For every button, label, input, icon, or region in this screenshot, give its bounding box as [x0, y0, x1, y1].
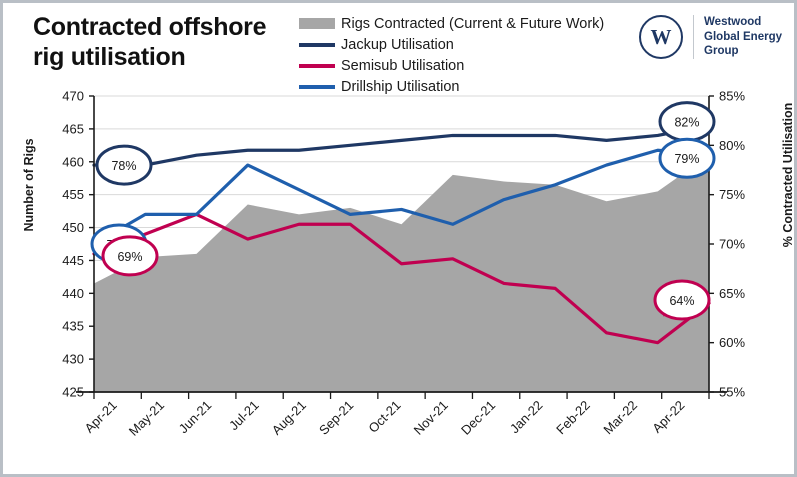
svg-text:64%: 64% — [669, 294, 694, 308]
svg-text:440: 440 — [62, 286, 84, 301]
legend-label: Jackup Utilisation — [341, 36, 454, 53]
legend-label: Rigs Contracted (Current & Future Work) — [341, 15, 605, 32]
svg-text:78%: 78% — [111, 159, 136, 173]
brand-name: Westwood Global Energy Group — [704, 16, 782, 58]
line-swatch-icon — [299, 42, 335, 47]
chart-legend: Rigs Contracted (Current & Future Work) … — [299, 13, 644, 97]
series-area-rigs-contracted — [94, 155, 709, 392]
area-swatch-icon — [299, 18, 335, 29]
svg-text:Nov-21: Nov-21 — [411, 398, 451, 438]
svg-text:470: 470 — [62, 89, 84, 104]
line-swatch-icon — [299, 63, 335, 68]
svg-text:Jan-22: Jan-22 — [507, 398, 546, 437]
page-title: Contracted offshore rig utilisation — [33, 13, 267, 71]
svg-text:430: 430 — [62, 352, 84, 367]
svg-text:69%: 69% — [117, 250, 142, 264]
svg-text:Jul-21: Jul-21 — [226, 398, 262, 434]
svg-text:70%: 70% — [719, 237, 745, 252]
svg-text:79%: 79% — [674, 152, 699, 166]
legend-item-rigs-contracted: Rigs Contracted (Current & Future Work) — [299, 13, 644, 34]
data-callouts: 78%70%69%82%79%64% — [90, 101, 716, 321]
svg-text:75%: 75% — [719, 187, 745, 202]
svg-text:60%: 60% — [719, 335, 745, 350]
svg-text:Jun-21: Jun-21 — [176, 398, 215, 437]
svg-text:445: 445 — [62, 253, 84, 268]
brand-logo: W Westwood Global Energy Group — [639, 15, 782, 60]
svg-text:465: 465 — [62, 121, 84, 136]
svg-text:82%: 82% — [674, 116, 699, 130]
legend-label: Semisub Utilisation — [341, 57, 465, 74]
svg-text:Oct-21: Oct-21 — [365, 398, 403, 436]
svg-text:85%: 85% — [719, 89, 745, 104]
svg-text:455: 455 — [62, 187, 84, 202]
svg-text:55%: 55% — [719, 385, 745, 400]
svg-text:Feb-22: Feb-22 — [553, 398, 593, 438]
svg-text:435: 435 — [62, 319, 84, 334]
westwood-monogram-icon: W — [639, 15, 684, 60]
y-axis-left-ticks: 425 430 435 440 445 450 455 460 465 470 — [62, 89, 94, 400]
svg-text:Apr-22: Apr-22 — [649, 398, 687, 436]
chart-plot: 425 430 435 440 445 450 455 460 465 470 55% 60% 65%… — [62, 89, 745, 439]
svg-text:460: 460 — [62, 154, 84, 169]
svg-text:May-21: May-21 — [126, 398, 167, 439]
x-axis-tick-labels: Apr-21 May-21 Jun-21 Jul-21 Aug-21 Sep-21 Oct-… — [82, 392, 710, 439]
svg-text:65%: 65% — [719, 286, 745, 301]
svg-text:Dec-21: Dec-21 — [458, 398, 498, 438]
svg-text:80%: 80% — [719, 138, 745, 153]
svg-text:Aug-21: Aug-21 — [269, 398, 309, 438]
legend-item-semisub: Semisub Utilisation — [299, 55, 644, 76]
svg-text:Apr-21: Apr-21 — [82, 398, 120, 436]
series-lines — [92, 124, 711, 345]
svg-text:Sep-21: Sep-21 — [316, 398, 356, 438]
svg-text:Mar-22: Mar-22 — [600, 398, 640, 438]
legend-item-jackup: Jackup Utilisation — [299, 34, 644, 55]
brand-divider — [693, 15, 695, 60]
line-swatch-icon — [299, 84, 335, 89]
svg-text:450: 450 — [62, 220, 84, 235]
svg-text:425: 425 — [62, 385, 84, 400]
y-axis-right-ticks: 55% 60% 65% 70% 75% 80% 85% — [709, 89, 745, 400]
legend-label: Drillship Utilisation — [341, 78, 460, 95]
legend-item-drillship: Drillship Utilisation — [299, 76, 644, 97]
